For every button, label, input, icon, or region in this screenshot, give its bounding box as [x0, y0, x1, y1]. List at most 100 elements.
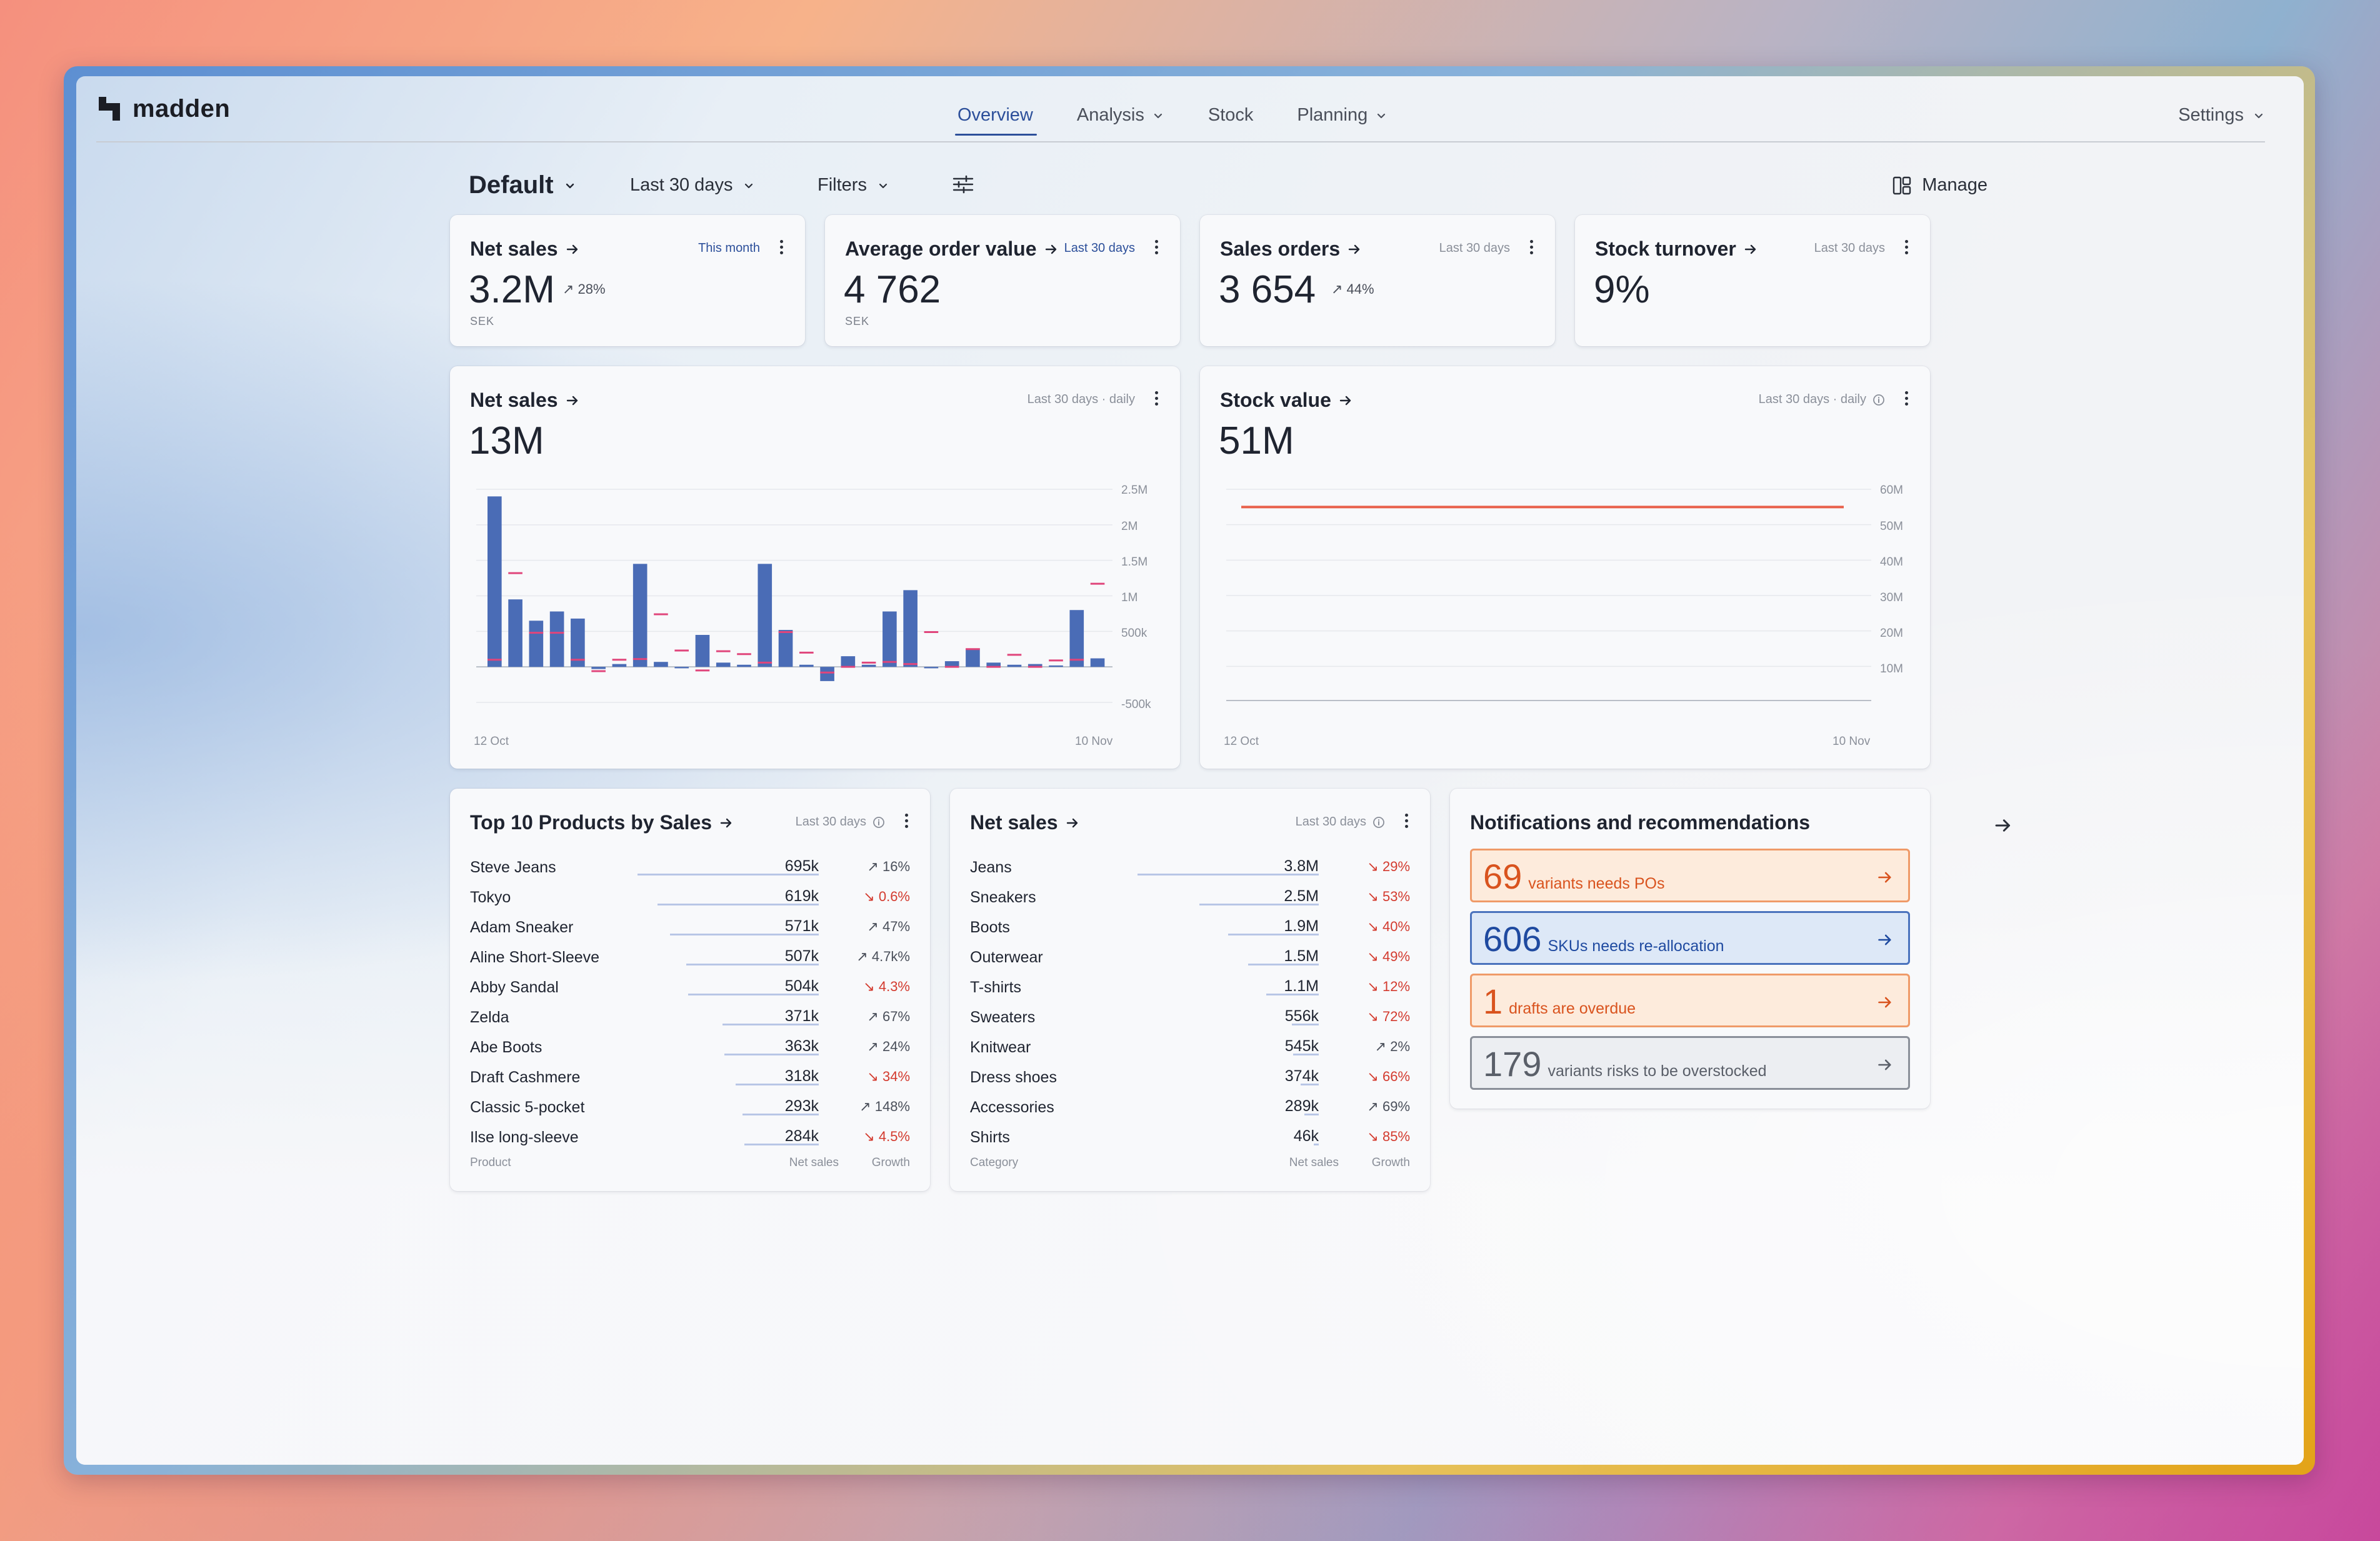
stock-value-chart-card[interactable]: Stock value Last 30 days · daily 51M 60M…: [1200, 366, 1930, 769]
category-row[interactable]: Dress shoes 374k ↘ 66%: [970, 1061, 1410, 1091]
category-row[interactable]: Sneakers 2.5M ↘ 53%: [970, 881, 1410, 911]
kebab-menu-icon[interactable]: [1529, 240, 1534, 256]
kebab-menu-icon[interactable]: [1904, 391, 1909, 407]
kebab-menu-icon[interactable]: [904, 814, 909, 830]
card-title[interactable]: Net sales: [470, 389, 579, 412]
category-row[interactable]: Outerwear 1.5M ↘ 49%: [970, 941, 1410, 971]
net-sales-bar[interactable]: [1007, 664, 1022, 667]
net-sales-bar[interactable]: [903, 590, 918, 667]
net-sales-bar[interactable]: [799, 664, 814, 667]
net-sales-bar[interactable]: [612, 664, 627, 667]
card-title[interactable]: Sales orders: [1220, 237, 1361, 261]
net-sales-bar[interactable]: [1069, 610, 1084, 667]
manage-button[interactable]: Manage: [1892, 175, 1988, 196]
product-row[interactable]: Aline Short-Sleeve 507k ↗ 4.7k%: [470, 941, 910, 971]
info-icon[interactable]: [1872, 394, 1885, 406]
net-sales-bar[interactable]: [1049, 665, 1063, 667]
net-sales-bar[interactable]: [674, 667, 689, 669]
net-sales-bar[interactable]: [841, 656, 856, 667]
date-range-selector[interactable]: Last 30 days: [630, 175, 755, 196]
nav-analysis[interactable]: Analysis: [1077, 105, 1164, 126]
nav-planning[interactable]: Planning: [1297, 105, 1388, 126]
kebab-menu-icon[interactable]: [779, 240, 784, 256]
period-label[interactable]: This month: [698, 241, 760, 255]
product-row[interactable]: Ilse long-sleeve 284k ↘ 4.5%: [470, 1121, 910, 1151]
net-sales-bar[interactable]: [591, 667, 606, 669]
net-sales-bar[interactable]: [820, 667, 834, 681]
card-title[interactable]: Stock turnover: [1595, 237, 1758, 261]
net-sales-bar[interactable]: [549, 611, 564, 667]
category-row[interactable]: Sweaters 556k ↘ 72%: [970, 1001, 1410, 1031]
product-row[interactable]: Steve Jeans 695k ↗ 16%: [470, 851, 910, 881]
period-label[interactable]: Last 30 days: [796, 815, 885, 829]
product-row[interactable]: Abe Boots 363k ↗ 24%: [470, 1031, 910, 1061]
product-row[interactable]: Classic 5-pocket 293k ↗ 148%: [470, 1091, 910, 1121]
kpi-stock-turnover-card[interactable]: Stock turnover Last 30 days 9%: [1575, 215, 1930, 346]
net-sales-bar[interactable]: [778, 630, 793, 667]
kpi-net-sales-card[interactable]: Net sales This month 3.2M ↗ 28% SEK: [450, 215, 805, 346]
period-label[interactable]: Last 30 days: [1439, 241, 1510, 255]
net-sales-bar[interactable]: [737, 664, 751, 667]
settings-menu[interactable]: Settings: [2178, 105, 2265, 126]
card-title[interactable]: Stock value: [1220, 389, 1352, 412]
notification-item[interactable]: 1 drafts are overdue: [1470, 974, 1910, 1027]
adjust-sliders-button[interactable]: [952, 175, 974, 194]
net-sales-bar[interactable]: [1090, 658, 1105, 667]
nav-stock[interactable]: Stock: [1208, 105, 1254, 126]
notification-item[interactable]: 179 variants risks to be overstocked: [1470, 1036, 1910, 1090]
card-title[interactable]: Net sales: [470, 237, 579, 261]
period-label[interactable]: Last 30 days · daily: [1027, 392, 1135, 406]
category-row[interactable]: T-shirts 1.1M ↘ 12%: [970, 971, 1410, 1001]
net-sales-bar[interactable]: [944, 661, 959, 667]
kebab-menu-icon[interactable]: [1154, 391, 1159, 407]
product-row[interactable]: Adam Sneaker 571k ↗ 47%: [470, 911, 910, 941]
net-sales-bar[interactable]: [488, 496, 502, 667]
info-icon[interactable]: [872, 816, 885, 829]
top-products-card[interactable]: Top 10 Products by Sales Last 30 days St…: [450, 789, 930, 1191]
info-icon[interactable]: [1372, 816, 1385, 829]
kpi-sales-orders-card[interactable]: Sales orders Last 30 days 3 654 ↗ 44%: [1200, 215, 1555, 346]
product-row[interactable]: Abby Sandal 504k ↘ 4.3%: [470, 971, 910, 1001]
notification-item[interactable]: 69 variants needs POs: [1470, 849, 1910, 902]
net-sales-bar[interactable]: [654, 662, 668, 667]
category-row[interactable]: Jeans 3.8M ↘ 29%: [970, 851, 1410, 881]
category-row[interactable]: Shirts 46k ↘ 85%: [970, 1121, 1410, 1151]
period-label[interactable]: Last 30 days: [1814, 241, 1885, 255]
net-sales-bar[interactable]: [882, 611, 897, 667]
dashboard-selector[interactable]: Default: [469, 171, 576, 199]
product-row[interactable]: Zelda 371k ↗ 67%: [470, 1001, 910, 1031]
period-label[interactable]: Last 30 days: [1296, 815, 1385, 829]
net-sales-bar[interactable]: [695, 635, 710, 667]
period-label[interactable]: Last 30 days: [1064, 241, 1135, 255]
net-sales-bar[interactable]: [716, 662, 731, 667]
logo[interactable]: madden: [99, 95, 230, 123]
category-sales-card[interactable]: Net sales Last 30 days Jeans 3.8M ↘ 29% Sne…: [950, 789, 1430, 1191]
net-sales-chart-card[interactable]: Net sales Last 30 days · daily 13M 2.5M …: [450, 366, 1180, 769]
net-sales-bar[interactable]: [508, 599, 522, 667]
notification-item[interactable]: 606 SKUs needs re-allocation: [1470, 911, 1910, 965]
category-row[interactable]: Accessories 289k ↗ 69%: [970, 1091, 1410, 1121]
arrow-right-icon[interactable]: [1994, 816, 2012, 835]
net-sales-bar[interactable]: [632, 564, 648, 667]
kpi-aov-card[interactable]: Average order value Last 30 days 4 762 S…: [825, 215, 1180, 346]
product-row[interactable]: Tokyo 619k ↘ 0.6%: [470, 881, 910, 911]
net-sales-bar[interactable]: [986, 662, 1001, 667]
net-sales-bar[interactable]: [1028, 664, 1042, 667]
kebab-menu-icon[interactable]: [1904, 240, 1909, 256]
net-sales-bar[interactable]: [571, 618, 585, 667]
filters-dropdown[interactable]: Filters: [818, 175, 889, 196]
card-title[interactable]: Average order value: [845, 237, 1058, 261]
category-row[interactable]: Knitwear 545k ↗ 2%: [970, 1031, 1410, 1061]
nav-overview[interactable]: Overview: [955, 105, 1037, 136]
net-sales-bar[interactable]: [966, 648, 980, 667]
product-row[interactable]: Draft Cashmere 318k ↘ 34%: [470, 1061, 910, 1091]
net-sales-bar[interactable]: [861, 664, 876, 667]
category-row[interactable]: Boots 1.9M ↘ 40%: [970, 911, 1410, 941]
net-sales-bar[interactable]: [924, 667, 939, 669]
net-sales-bar[interactable]: [529, 621, 544, 667]
card-title[interactable]: Top 10 Products by Sales: [470, 811, 733, 834]
net-sales-bar[interactable]: [758, 564, 772, 667]
card-title[interactable]: Net sales: [970, 811, 1079, 834]
kebab-menu-icon[interactable]: [1404, 814, 1409, 830]
kebab-menu-icon[interactable]: [1154, 240, 1159, 256]
